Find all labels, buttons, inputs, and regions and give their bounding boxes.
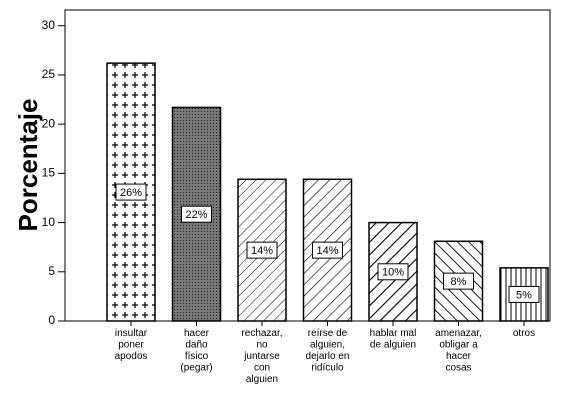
x-tick-label: hacer daño físico (pegar) [180, 328, 212, 374]
value-label-box [181, 205, 212, 223]
x-tick-label-line: apodos [115, 351, 148, 362]
x-tick-label: insultar poner apodos [115, 328, 148, 362]
y-tick-label: 20 [42, 116, 56, 130]
x-tick-label-line: daño [185, 339, 208, 350]
x-tick-label-line: reírse de [308, 328, 348, 339]
value-label: 10% [382, 267, 404, 279]
x-tick-label: hablar mal de alguien [370, 328, 417, 351]
x-tick-label: reírse de alguien, dejarlo en ridículo [306, 328, 350, 374]
x-tick-label-line: (pegar) [180, 362, 212, 373]
y-tick-label: 0 [48, 313, 55, 327]
x-tick-label-line: juntarse [243, 351, 280, 362]
value-label-box [443, 272, 474, 290]
x-tick-label: otros [513, 328, 535, 339]
x-tick-label-line: cosas [445, 362, 471, 373]
x-tick-label-line: poner [118, 339, 144, 350]
x-tick-label-line: hablar mal [370, 328, 417, 339]
y-tick-label: 15 [42, 166, 56, 180]
x-tick-label-line: alguien [246, 374, 278, 385]
x-tick-label: rechazar, no juntarse con alguien [241, 328, 282, 385]
y-tick-label: 10 [42, 215, 56, 229]
value-label: 5% [516, 289, 532, 301]
value-label: 22% [185, 209, 207, 221]
x-tick-label-line: otros [513, 328, 535, 339]
value-label: 14% [316, 245, 338, 257]
bar [368, 221, 418, 322]
x-tick-label-line: hacer [446, 351, 472, 362]
y-tick-label: 25 [42, 67, 56, 81]
value-label-box [246, 241, 278, 259]
value-label-box [377, 263, 409, 281]
x-tick-label-line: hacer [184, 328, 210, 339]
x-tick-label-line: obligar a [439, 339, 478, 350]
value-label: 8% [451, 276, 467, 288]
x-tick-label-line: dejarlo en [306, 351, 350, 362]
x-tick-label-line: alguien, [310, 339, 345, 350]
x-tick-label-line: insultar [115, 328, 148, 339]
x-tick-label-line: no [256, 339, 268, 350]
bar [171, 106, 222, 322]
x-tick-label: amenazar, obligar a hacer cosas [435, 328, 482, 374]
y-axis-label: Porcentaje [13, 99, 43, 232]
x-tick-label-line: rechazar, [241, 328, 282, 339]
x-tick-label-line: físico [185, 351, 209, 362]
y-tick-label: 30 [42, 18, 56, 32]
value-label-box [312, 241, 343, 259]
x-tick-label-line: de alguien [370, 339, 416, 350]
x-tick-label-line: con [254, 362, 270, 373]
value-label: 26% [120, 187, 142, 199]
value-label-box [115, 183, 147, 201]
x-tick-label-line: amenazar, [435, 328, 482, 339]
value-label: 14% [251, 245, 273, 257]
y-tick-label: 5 [48, 264, 55, 278]
value-label-box [508, 285, 540, 303]
x-tick-label-line: ridículo [311, 362, 344, 373]
